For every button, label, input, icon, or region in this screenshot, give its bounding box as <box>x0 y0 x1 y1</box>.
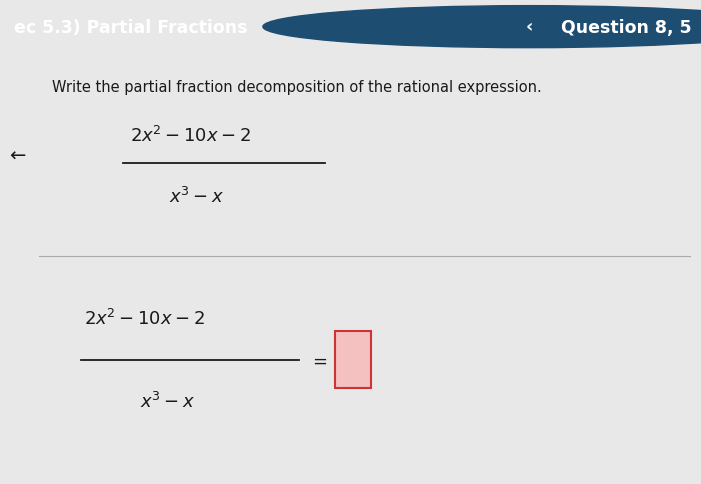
Text: ec 5.3) Partial Fractions: ec 5.3) Partial Fractions <box>14 18 247 37</box>
Text: $=$: $=$ <box>309 351 328 369</box>
Circle shape <box>263 7 701 48</box>
Text: Write the partial fraction decomposition of the rational expression.: Write the partial fraction decomposition… <box>52 79 541 94</box>
Text: ‹: ‹ <box>526 18 533 37</box>
Text: $x^3 - x$: $x^3 - x$ <box>169 186 224 206</box>
Text: $2x^2 - 10x - 2$: $2x^2 - 10x - 2$ <box>84 308 205 328</box>
Text: ←: ← <box>9 146 26 166</box>
Text: Question 8, 5: Question 8, 5 <box>561 18 691 37</box>
FancyBboxPatch shape <box>335 332 371 388</box>
Text: $x^3 - x$: $x^3 - x$ <box>139 392 195 411</box>
Text: $2x^2 - 10x - 2$: $2x^2 - 10x - 2$ <box>130 126 251 146</box>
